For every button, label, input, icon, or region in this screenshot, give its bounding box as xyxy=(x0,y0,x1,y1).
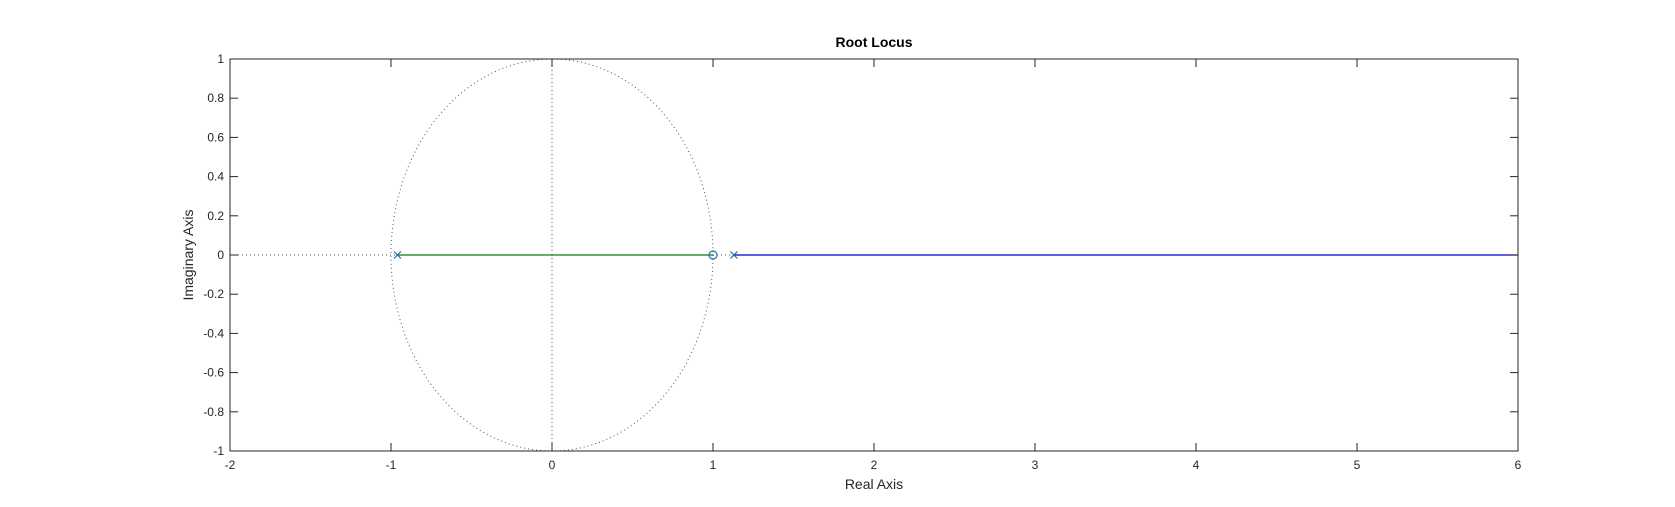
y-tick-label: -1 xyxy=(213,444,224,458)
x-tick-label: 2 xyxy=(871,458,878,472)
x-axis-title: Real Axis xyxy=(845,476,903,492)
y-tick-label: -0.8 xyxy=(203,405,224,419)
y-tick-label: -0.4 xyxy=(203,326,224,340)
y-tick-label: 0 xyxy=(217,248,224,262)
plot-area: -2 -1 0 1 2 3 4 5 6-1-0.8-0.6-0.4-0.200.20.40.60… xyxy=(203,52,1521,472)
pole-marker-1 xyxy=(393,251,402,259)
y-tick-label: 0.4 xyxy=(207,170,224,184)
pole-marker-2 xyxy=(730,251,738,259)
x-tick-label: 5 xyxy=(1354,458,1361,472)
y-tick-label: 0.6 xyxy=(207,130,224,144)
x-tick-label: 3 xyxy=(1032,458,1039,472)
x-tick-label: 0 xyxy=(549,458,556,472)
chart-title: Root Locus xyxy=(836,34,913,50)
y-tick-label: -0.6 xyxy=(203,366,224,380)
zero-marker-1 xyxy=(708,250,718,260)
x-tick-label: -1 xyxy=(386,458,397,472)
y-tick-label: 1 xyxy=(217,52,224,66)
y-tick-label: 0.2 xyxy=(207,209,224,223)
y-tick-label: 0.8 xyxy=(207,91,224,105)
x-tick-label: 4 xyxy=(1193,458,1200,472)
y-tick-label: -0.2 xyxy=(203,287,224,301)
y-axis-title: Imaginary Axis xyxy=(180,209,196,300)
x-tick-label: 6 xyxy=(1515,458,1522,472)
x-tick-label: 1 xyxy=(710,458,717,472)
x-tick-label: -2 xyxy=(225,458,236,472)
